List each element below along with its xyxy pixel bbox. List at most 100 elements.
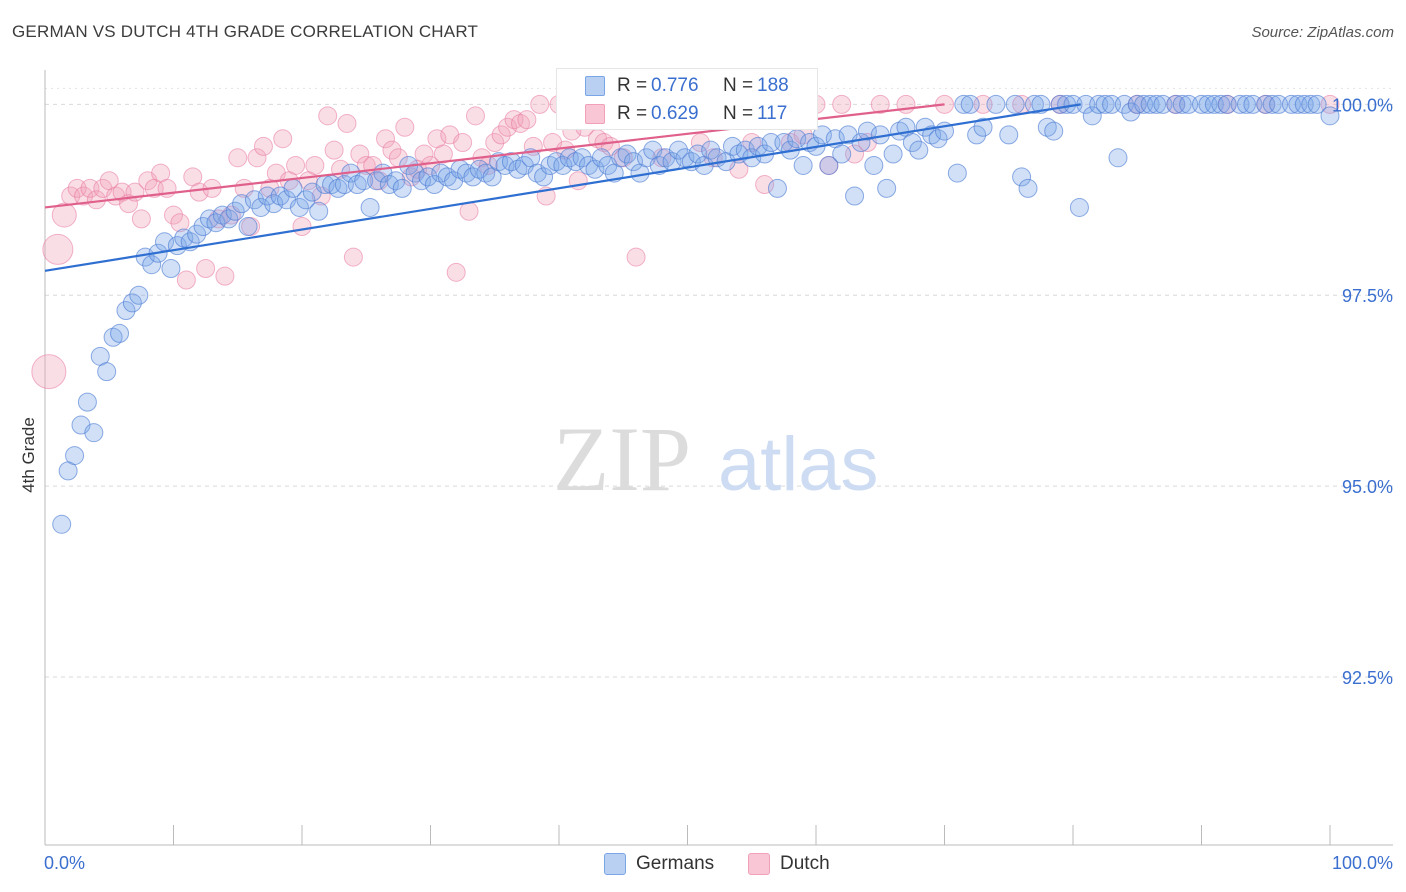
dutch-point bbox=[690, 133, 710, 153]
germans-point bbox=[1211, 94, 1231, 114]
y-tick-label: 100.0% bbox=[1332, 95, 1393, 115]
germans-point bbox=[392, 178, 412, 198]
germans-point bbox=[902, 133, 922, 153]
germans-point bbox=[534, 167, 554, 187]
dutch-point bbox=[491, 125, 511, 145]
germans-swatch bbox=[585, 76, 605, 96]
dutch-point bbox=[131, 209, 151, 229]
germans-point bbox=[264, 194, 284, 214]
germans-point bbox=[193, 217, 213, 237]
dutch-point bbox=[324, 140, 344, 160]
dutch-r-value: 0.629 bbox=[651, 103, 699, 124]
germans-r-value: 0.776 bbox=[651, 75, 699, 96]
dutch-point bbox=[870, 94, 890, 114]
germans-point bbox=[572, 148, 592, 168]
watermark-zip: ZIP bbox=[553, 408, 691, 510]
germans-point bbox=[1301, 94, 1321, 114]
dutch-point bbox=[498, 117, 518, 137]
dutch-point bbox=[465, 106, 485, 126]
n-label: N = bbox=[723, 75, 754, 96]
germans-point bbox=[116, 301, 136, 321]
dutch-point bbox=[376, 129, 396, 149]
germans-point bbox=[289, 197, 309, 217]
dutch-point bbox=[170, 213, 190, 233]
germans-point bbox=[591, 148, 611, 168]
germans-point bbox=[1012, 167, 1032, 187]
legend-item-germans[interactable]: Germans bbox=[604, 852, 714, 876]
x-tick-label: 0.0% bbox=[44, 853, 85, 873]
dutch-point bbox=[350, 144, 370, 164]
germans-point bbox=[142, 255, 162, 275]
germans-point bbox=[793, 155, 813, 175]
germans-point bbox=[501, 152, 521, 172]
dutch-point bbox=[832, 94, 852, 114]
x-tick-label: 100.0% bbox=[1332, 853, 1393, 873]
y-tick-label: 95.0% bbox=[1342, 477, 1393, 497]
germans-point bbox=[701, 140, 721, 160]
germans-point bbox=[1172, 94, 1192, 114]
germans-point bbox=[832, 144, 852, 164]
germans-point bbox=[77, 392, 97, 412]
germans-point bbox=[244, 190, 264, 210]
germans-point bbox=[819, 155, 839, 175]
dutch-point bbox=[305, 155, 325, 175]
germans-point bbox=[97, 362, 117, 382]
y-tick-label: 92.5% bbox=[1342, 668, 1393, 688]
germans-point bbox=[954, 94, 974, 114]
dutch-point bbox=[189, 182, 209, 202]
source-label: Source: ZipAtlas.com bbox=[1251, 24, 1394, 41]
germans-point bbox=[84, 423, 104, 443]
germans-point bbox=[669, 140, 689, 160]
germans-point bbox=[1018, 178, 1038, 198]
germans-point bbox=[187, 224, 207, 244]
germans-point bbox=[767, 178, 787, 198]
germans-point bbox=[688, 144, 708, 164]
germans-point bbox=[1005, 94, 1025, 114]
germans-point bbox=[1147, 94, 1167, 114]
germans-point bbox=[65, 446, 85, 466]
n-label: N = bbox=[723, 103, 754, 124]
germans-point bbox=[649, 155, 669, 175]
dutch-point bbox=[755, 175, 775, 195]
legend-row-dutch: R = 0.629 N = 117 bbox=[557, 101, 787, 127]
dutch-point bbox=[42, 233, 74, 265]
germans-legend-label: Germans bbox=[636, 853, 715, 874]
stats-legend: R = 0.776 N = 188 R = 0.629 N = 117 bbox=[556, 68, 818, 130]
dutch-point bbox=[446, 262, 466, 282]
dutch-point bbox=[286, 155, 306, 175]
dutch-point bbox=[626, 247, 646, 267]
germans-point bbox=[883, 144, 903, 164]
germans-point bbox=[110, 323, 130, 343]
germans-point bbox=[722, 136, 742, 156]
dutch-point bbox=[337, 113, 357, 133]
germans-point bbox=[1082, 106, 1102, 126]
germans-point bbox=[999, 125, 1019, 145]
germans-point bbox=[947, 163, 967, 183]
germans-point bbox=[129, 285, 149, 305]
dutch-legend-label: Dutch bbox=[780, 853, 830, 874]
dutch-point bbox=[176, 270, 196, 290]
germans-point bbox=[251, 197, 271, 217]
germans-point bbox=[1031, 94, 1051, 114]
dutch-point bbox=[74, 186, 94, 206]
germans-point bbox=[553, 155, 573, 175]
dutch-point bbox=[395, 117, 415, 137]
germans-point bbox=[238, 217, 258, 237]
germans-point bbox=[617, 144, 637, 164]
germans-point bbox=[1108, 148, 1128, 168]
dutch-point bbox=[31, 354, 67, 390]
axes bbox=[44, 70, 1393, 846]
r-label: R = bbox=[617, 75, 648, 96]
germans-point bbox=[1069, 197, 1089, 217]
germans-point bbox=[232, 194, 252, 214]
dutch-point bbox=[253, 136, 273, 156]
germans-point bbox=[928, 129, 948, 149]
germans-point bbox=[967, 125, 987, 145]
germans-point bbox=[206, 213, 226, 233]
dutch-point bbox=[51, 202, 77, 228]
grid bbox=[45, 87, 1393, 678]
legend-item-dutch[interactable]: Dutch bbox=[748, 852, 830, 876]
dutch-point bbox=[318, 106, 338, 126]
germans-point bbox=[463, 167, 483, 187]
germans-point bbox=[812, 125, 832, 145]
